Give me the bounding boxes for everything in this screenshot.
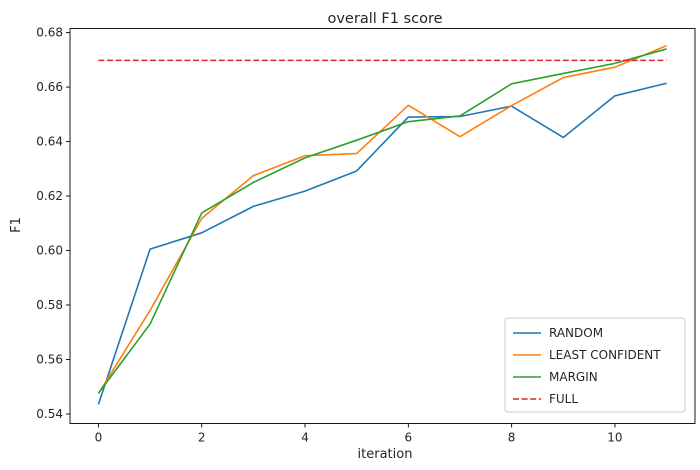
y-tick-label: 0.64 [36,135,63,149]
x-tick-label: 2 [198,431,206,445]
legend-box [504,317,686,413]
plot-area: 0 2 4 6 8 10 0.54 0.56 0.58 0.60 0.62 0.64 0.66 0.68 [36,26,667,445]
chart-title: overall F1 score [327,11,442,27]
series-line-random [97,82,667,405]
y-tick-label: 0.68 [36,26,63,40]
x-tick-label: 6 [405,431,413,445]
x-axis-label: iteration [358,447,413,462]
plot-frame [69,28,696,424]
legend-label: MARGIN [549,370,598,384]
x-tick-label: 4 [301,431,309,445]
x-tick-label: 0 [95,431,103,445]
legend-label: FULL [549,392,578,406]
y-axis-label: F1 [9,217,24,233]
series-line-least-confident [97,44,667,394]
y-tick-label: 0.58 [36,298,63,312]
y-tick-label: 0.56 [36,352,63,366]
y-tick-label: 0.60 [36,244,63,258]
legend: RANDOM LEAST CONFIDENT MARGIN FULL [504,317,686,413]
series-line-margin [97,48,667,394]
x-tick-label: 10 [607,431,622,445]
legend-label: RANDOM [549,326,603,340]
legend-label: LEAST CONFIDENT [549,348,661,362]
y-tick-label: 0.54 [36,407,63,421]
x-tick-label: 8 [508,431,516,445]
y-tick-label: 0.62 [36,189,63,203]
y-tick-label: 0.66 [36,80,63,94]
